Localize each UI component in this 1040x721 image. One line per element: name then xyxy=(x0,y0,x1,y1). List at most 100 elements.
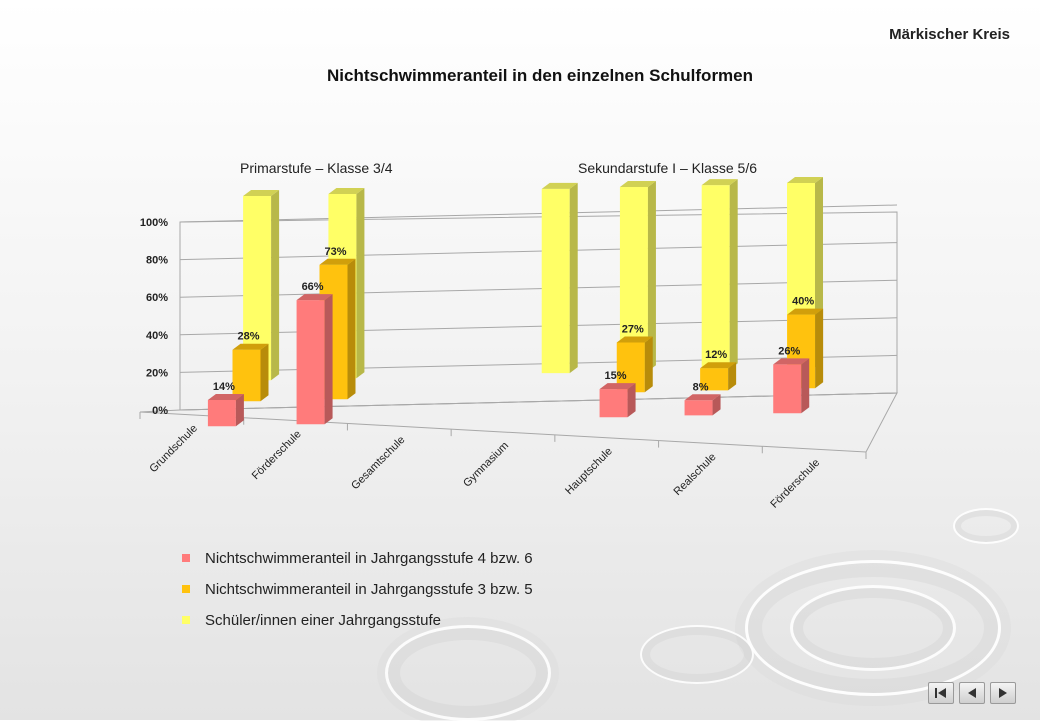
bar-front xyxy=(616,342,645,393)
bar-front xyxy=(684,400,713,416)
bar-top xyxy=(701,179,738,186)
bar xyxy=(701,179,738,370)
next-slide-button[interactable] xyxy=(990,682,1016,704)
legend-swatch xyxy=(182,616,190,624)
bar-front xyxy=(599,389,628,418)
bar-side xyxy=(644,336,653,393)
bar-top xyxy=(296,294,333,301)
y-tick-label: 60% xyxy=(146,292,168,304)
y-tick-label: 20% xyxy=(146,367,168,379)
bar-side xyxy=(569,182,578,374)
bar-front xyxy=(541,188,570,374)
bar-side xyxy=(712,394,721,416)
bar-top xyxy=(232,343,269,350)
bar xyxy=(541,182,578,374)
page-title: Nichtschwimmeranteil in den einzelnen Sc… xyxy=(326,66,754,85)
bar-front xyxy=(700,368,729,391)
bar-top xyxy=(599,383,636,390)
bar-front xyxy=(232,349,261,402)
group-label-secondary: Sekundarstufe I – Klasse 5/6 xyxy=(578,160,757,176)
region-label: Märkischer Kreis xyxy=(889,26,1010,43)
bar-top xyxy=(787,308,824,315)
bar-top xyxy=(619,181,656,188)
first-page-icon xyxy=(935,688,946,698)
bar-top xyxy=(616,336,653,343)
ripple-decoration xyxy=(790,585,956,671)
bar-top xyxy=(684,394,721,401)
data-label: 66% xyxy=(302,281,324,293)
bar-chart: 0% 20% 40% 60% 80% 100% Grundschule Förderschu… xyxy=(139,177,898,511)
data-label: 12% xyxy=(705,349,727,361)
legend-label: Nichtschwimmeranteil in Jahrgangsstufe 4… xyxy=(205,549,533,567)
bar-top xyxy=(541,182,578,189)
bar xyxy=(616,336,653,393)
bar-top xyxy=(773,358,810,365)
chart-bars xyxy=(207,177,824,427)
data-label: 26% xyxy=(778,345,800,357)
gridline xyxy=(179,242,898,261)
data-label: 73% xyxy=(324,246,346,258)
legend-label: Schüler/innen einer Jahrgangsstufe xyxy=(205,611,441,629)
x-tick-label: Förderschule xyxy=(768,457,822,511)
bar-side xyxy=(260,343,269,402)
data-label: 14% xyxy=(213,381,235,393)
bar xyxy=(296,294,333,425)
first-slide-button[interactable] xyxy=(928,682,954,704)
y-tick-label: 100% xyxy=(140,217,168,229)
y-axis: 0% 20% 40% 60% 80% 100% xyxy=(140,217,168,417)
ripple-decoration xyxy=(640,625,754,684)
legend-item: Nichtschwimmeranteil in Jahrgangsstufe 3… xyxy=(182,579,533,599)
gridline xyxy=(179,279,898,298)
bar-side xyxy=(815,308,824,389)
bar-side xyxy=(347,258,356,400)
data-label: 27% xyxy=(622,324,644,336)
bar-front xyxy=(243,196,272,381)
bar xyxy=(773,358,810,414)
y-tick-label: 80% xyxy=(146,255,168,267)
bar-top xyxy=(319,258,356,265)
bar-side xyxy=(271,190,280,381)
x-tick-label: Realschule xyxy=(672,451,719,498)
y-tick-label: 0% xyxy=(152,405,168,417)
bar xyxy=(232,343,269,402)
legend-swatch xyxy=(182,554,190,562)
legend-swatch xyxy=(182,585,190,593)
ripple-decoration xyxy=(745,560,1001,696)
bar-side xyxy=(647,181,656,372)
bar xyxy=(700,362,737,391)
x-tick-label: Gymnasium xyxy=(461,440,511,490)
bar xyxy=(243,190,280,381)
group-label-primary: Primarstufe – Klasse 3/4 xyxy=(240,160,393,176)
bar xyxy=(684,394,721,416)
y-tick-label: 40% xyxy=(146,330,168,342)
bar-side xyxy=(728,362,737,391)
bar-front xyxy=(296,300,325,425)
bar-side xyxy=(235,393,244,427)
x-axis: Grundschule Förderschule Gesamtschule Gymna… xyxy=(139,412,867,511)
bar-front xyxy=(207,399,236,427)
x-tick-label: Förderschule xyxy=(250,428,304,482)
bar-front xyxy=(701,185,730,370)
data-label: 8% xyxy=(693,381,709,393)
bar-front xyxy=(773,364,802,414)
bar xyxy=(599,383,636,418)
bar-side xyxy=(356,188,365,379)
bar-side xyxy=(627,383,636,418)
bar-front xyxy=(619,187,648,372)
chart-data-labels: 28% 73% 27% 12% 40% 14% 66% 15% 8% 26% xyxy=(213,246,814,394)
bar-side xyxy=(324,294,333,425)
x-tick-label: Gesamtschule xyxy=(349,434,407,492)
bar-top xyxy=(207,393,244,400)
slide-navigation xyxy=(928,682,1016,704)
bar-top xyxy=(787,177,824,184)
previous-slide-button[interactable] xyxy=(959,682,985,704)
x-tick-label: Grundschule xyxy=(147,422,200,475)
chart-legend: Nichtschwimmeranteil in Jahrgangsstufe 4… xyxy=(182,548,533,641)
bar-top xyxy=(243,190,280,197)
x-tick-label: Hauptschule xyxy=(563,445,615,497)
previous-icon xyxy=(968,688,976,698)
next-icon xyxy=(999,688,1007,698)
data-label: 28% xyxy=(237,331,259,343)
bar-side xyxy=(801,358,810,414)
bar-top xyxy=(700,362,737,369)
